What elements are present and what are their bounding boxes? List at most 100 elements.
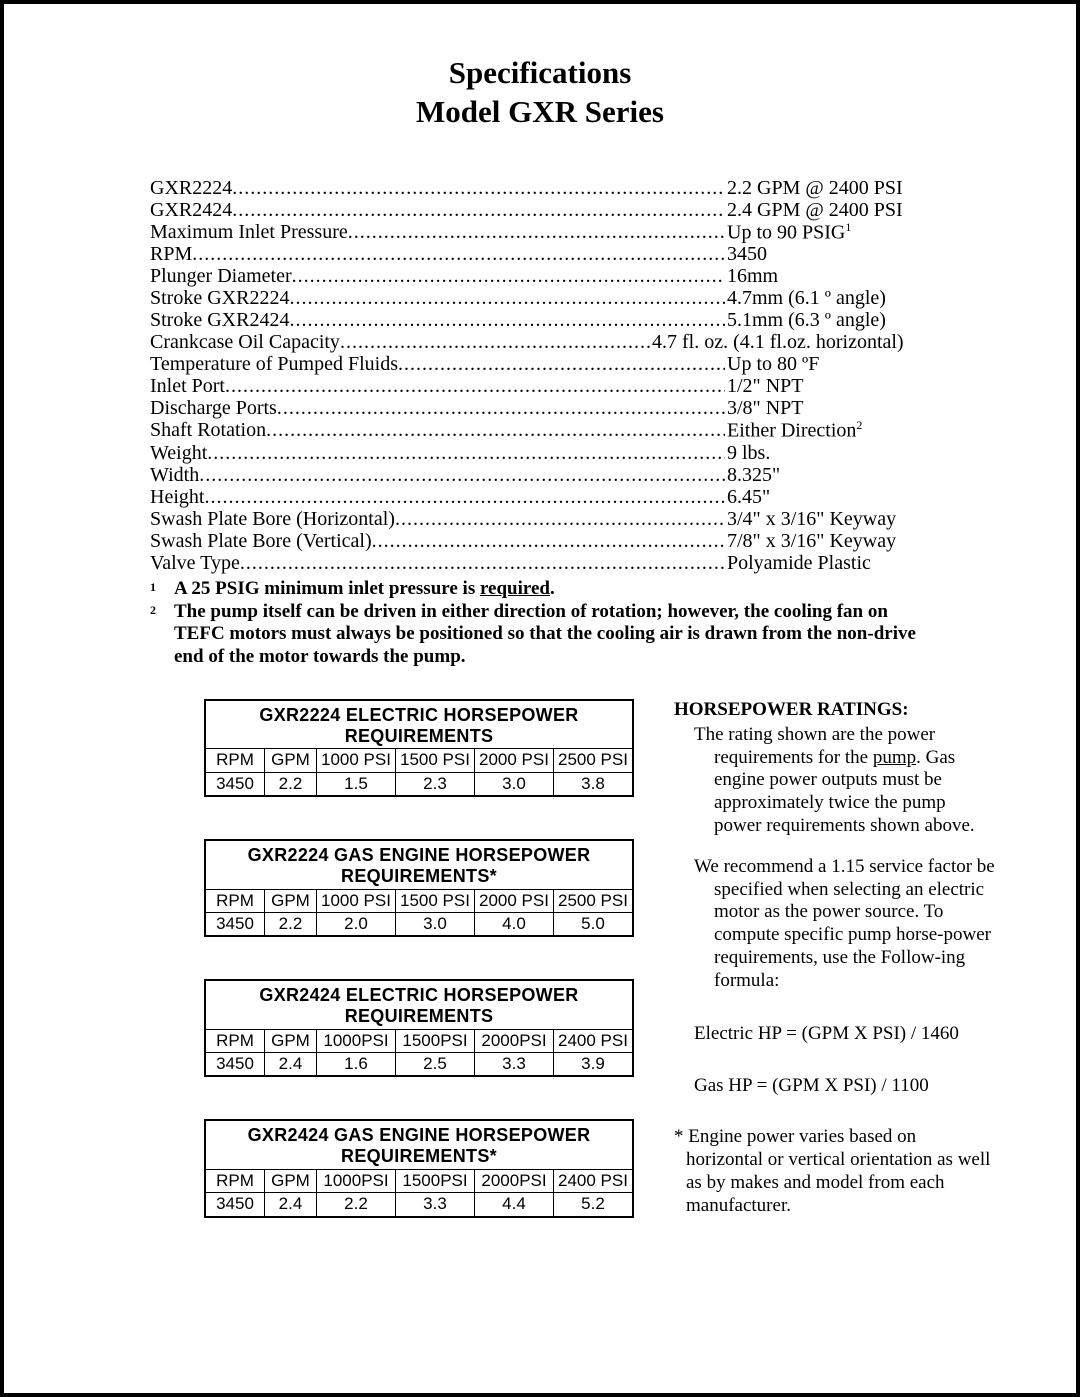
- hp-data-cell: 1.6: [316, 1052, 395, 1075]
- asterisk-note: * Engine power varies based on horizonta…: [674, 1126, 996, 1217]
- spec-label: Width: [150, 464, 199, 486]
- hp-header-cell: 1000 PSI: [316, 889, 395, 912]
- hp-header-cell: 2500 PSI: [553, 748, 632, 771]
- hp-header-cell: 2400 PSI: [553, 1169, 632, 1192]
- hp-header-cell: GPM: [264, 1029, 316, 1052]
- hp-header-cell: 2000 PSI: [474, 889, 553, 912]
- spec-dots: [348, 221, 725, 244]
- hp-header-cell: 1000PSI: [316, 1169, 395, 1192]
- hp-table-grid: RPMGPM1000 PSI1500 PSI2000 PSI2500 PSI34…: [206, 889, 632, 936]
- hp-header-cell: RPM: [206, 1169, 264, 1192]
- spec-dots: [232, 199, 725, 221]
- footnote-mark: 2: [150, 601, 174, 669]
- spec-dots: [340, 331, 650, 353]
- spec-value: 8.325": [725, 464, 930, 486]
- spec-row: Swash Plate Bore (Vertical)7/8" x 3/16" …: [150, 530, 930, 552]
- spec-row: Plunger Diameter16mm: [150, 265, 930, 287]
- hp-header-cell: 2000PSI: [474, 1029, 553, 1052]
- footnote-mark: 1: [150, 578, 174, 601]
- spec-value: 7/8" x 3/16" Keyway: [725, 530, 930, 552]
- spec-row: Swash Plate Bore (Horizontal)3/4" x 3/16…: [150, 508, 930, 530]
- spec-label: Plunger Diameter: [150, 265, 292, 287]
- hp-table: GXR2424 ELECTRIC HORSEPOWER REQUIREMENTS…: [204, 979, 634, 1077]
- hp-table: GXR2424 GAS ENGINE HORSEPOWER REQUIREMEN…: [204, 1119, 634, 1217]
- hp-header-cell: 1500 PSI: [395, 889, 474, 912]
- hp-data-cell: 3.8: [553, 772, 632, 795]
- hp-header-cell: 1000PSI: [316, 1029, 395, 1052]
- spec-value: 3450: [725, 243, 930, 265]
- specs-list: GXR22242.2 GPM @ 2400 PSIGXR24242.4 GPM …: [150, 177, 930, 574]
- hp-data-cell: 5.0: [553, 912, 632, 935]
- hp-table-title: GXR2224 ELECTRIC HORSEPOWER REQUIREMENTS: [206, 701, 632, 748]
- hp-data-cell: 1.5: [316, 772, 395, 795]
- formula-electric: Electric HP = (GPM X PSI) / 1460: [694, 1023, 996, 1046]
- spec-label: Valve Type: [150, 552, 240, 574]
- spec-row: Weight 9 lbs.: [150, 442, 930, 464]
- hp-table-grid: RPMGPM1000 PSI1500 PSI2000 PSI2500 PSI34…: [206, 748, 632, 795]
- spec-value: Up to 90 PSIG1: [725, 221, 930, 244]
- hp-header-cell: GPM: [264, 889, 316, 912]
- hp-notes-column: HORSEPOWER RATINGS: The rating shown are…: [674, 699, 996, 1218]
- spec-superscript: 2: [856, 419, 862, 432]
- hp-header-cell: 2000PSI: [474, 1169, 553, 1192]
- hp-para-1: The rating shown are the power requireme…: [674, 724, 996, 838]
- footnote-1: 1 A 25 PSIG minimum inlet pressure is re…: [150, 578, 930, 601]
- hp-table-grid: RPMGPM1000PSI1500PSI2000PSI2400 PSI34502…: [206, 1029, 632, 1076]
- spec-row: Discharge Ports3/8" NPT: [150, 397, 930, 419]
- hp-data-cell: 3450: [206, 1052, 264, 1075]
- hp-table-title: GXR2224 GAS ENGINE HORSEPOWER REQUIREMEN…: [206, 841, 632, 888]
- spec-dots: [277, 397, 725, 419]
- title-line-1: Specifications: [449, 55, 632, 90]
- spec-row: RPM3450: [150, 243, 930, 265]
- spec-value: 3/8" NPT: [725, 397, 930, 419]
- spec-label: Maximum Inlet Pressure: [150, 221, 348, 244]
- spec-value: 9 lbs.: [725, 442, 930, 464]
- page-title: Specifications Model GXR Series: [64, 54, 1016, 132]
- spec-label: Crankcase Oil Capacity: [150, 331, 340, 353]
- hp-data-cell: 3.3: [474, 1052, 553, 1075]
- spec-value: Polyamide Plastic: [725, 552, 930, 574]
- hp-table-grid: RPMGPM1000PSI1500PSI2000PSI2400 PSI34502…: [206, 1169, 632, 1216]
- spec-value: 3/4" x 3/16" Keyway: [725, 508, 930, 530]
- hp-header-cell: RPM: [206, 748, 264, 771]
- hp-table: GXR2224 GAS ENGINE HORSEPOWER REQUIREMEN…: [204, 839, 634, 937]
- spec-row: GXR24242.4 GPM @ 2400 PSI: [150, 199, 930, 221]
- hp-header-cell: 1500PSI: [395, 1169, 474, 1192]
- hp-header-cell: RPM: [206, 889, 264, 912]
- spec-value: 1/2" NPT: [725, 375, 930, 397]
- spec-dots: [225, 375, 725, 397]
- spec-row: Stroke GXR22244.7mm (6.1 º angle): [150, 287, 930, 309]
- spec-row: Height6.45": [150, 486, 930, 508]
- spec-value: 2.4 GPM @ 2400 PSI: [725, 199, 930, 221]
- hp-data-cell: 2.5: [395, 1052, 474, 1075]
- hp-data-cell: 3.0: [395, 912, 474, 935]
- hp-data-cell: 3.0: [474, 772, 553, 795]
- spec-label: Weight: [150, 442, 207, 464]
- spec-row: Valve Type Polyamide Plastic: [150, 552, 930, 574]
- spec-dots: [398, 353, 725, 375]
- spec-value: 4.7 fl. oz. (4.1 fl.oz. horizontal): [650, 331, 930, 353]
- hp-table: GXR2224 ELECTRIC HORSEPOWER REQUIREMENTS…: [204, 699, 634, 797]
- hp-header-cell: RPM: [206, 1029, 264, 1052]
- hp-header-cell: 2000 PSI: [474, 748, 553, 771]
- spec-label: Stroke GXR2424: [150, 309, 289, 331]
- hp-data-cell: 4.4: [474, 1192, 553, 1215]
- spec-label: Stroke GXR2224: [150, 287, 289, 309]
- hp-header-cell: 2500 PSI: [553, 889, 632, 912]
- footnote-2: 2 The pump itself can be driven in eithe…: [150, 601, 930, 669]
- spec-dots: [240, 552, 725, 574]
- footnote-text: The pump itself can be driven in either …: [174, 601, 930, 669]
- spec-label: Shaft Rotation: [150, 419, 266, 442]
- spec-value: 5.1mm (6.3 º angle): [725, 309, 930, 331]
- formula-gas: Gas HP = (GPM X PSI) / 1100: [694, 1075, 996, 1098]
- footnote-1-suffix: .: [550, 578, 555, 599]
- hp-header-cell: GPM: [264, 748, 316, 771]
- hp-para-1-underlined: pump: [873, 747, 916, 768]
- spec-dots: [232, 177, 725, 199]
- spec-row: Maximum Inlet Pressure Up to 90 PSIG1: [150, 221, 930, 244]
- footnote-text: A 25 PSIG minimum inlet pressure is requ…: [174, 578, 930, 601]
- spec-dots: [207, 442, 725, 464]
- spec-row: Inlet Port1/2" NPT: [150, 375, 930, 397]
- hp-table-title: GXR2424 ELECTRIC HORSEPOWER REQUIREMENTS: [206, 981, 632, 1028]
- spec-dots: [289, 309, 725, 331]
